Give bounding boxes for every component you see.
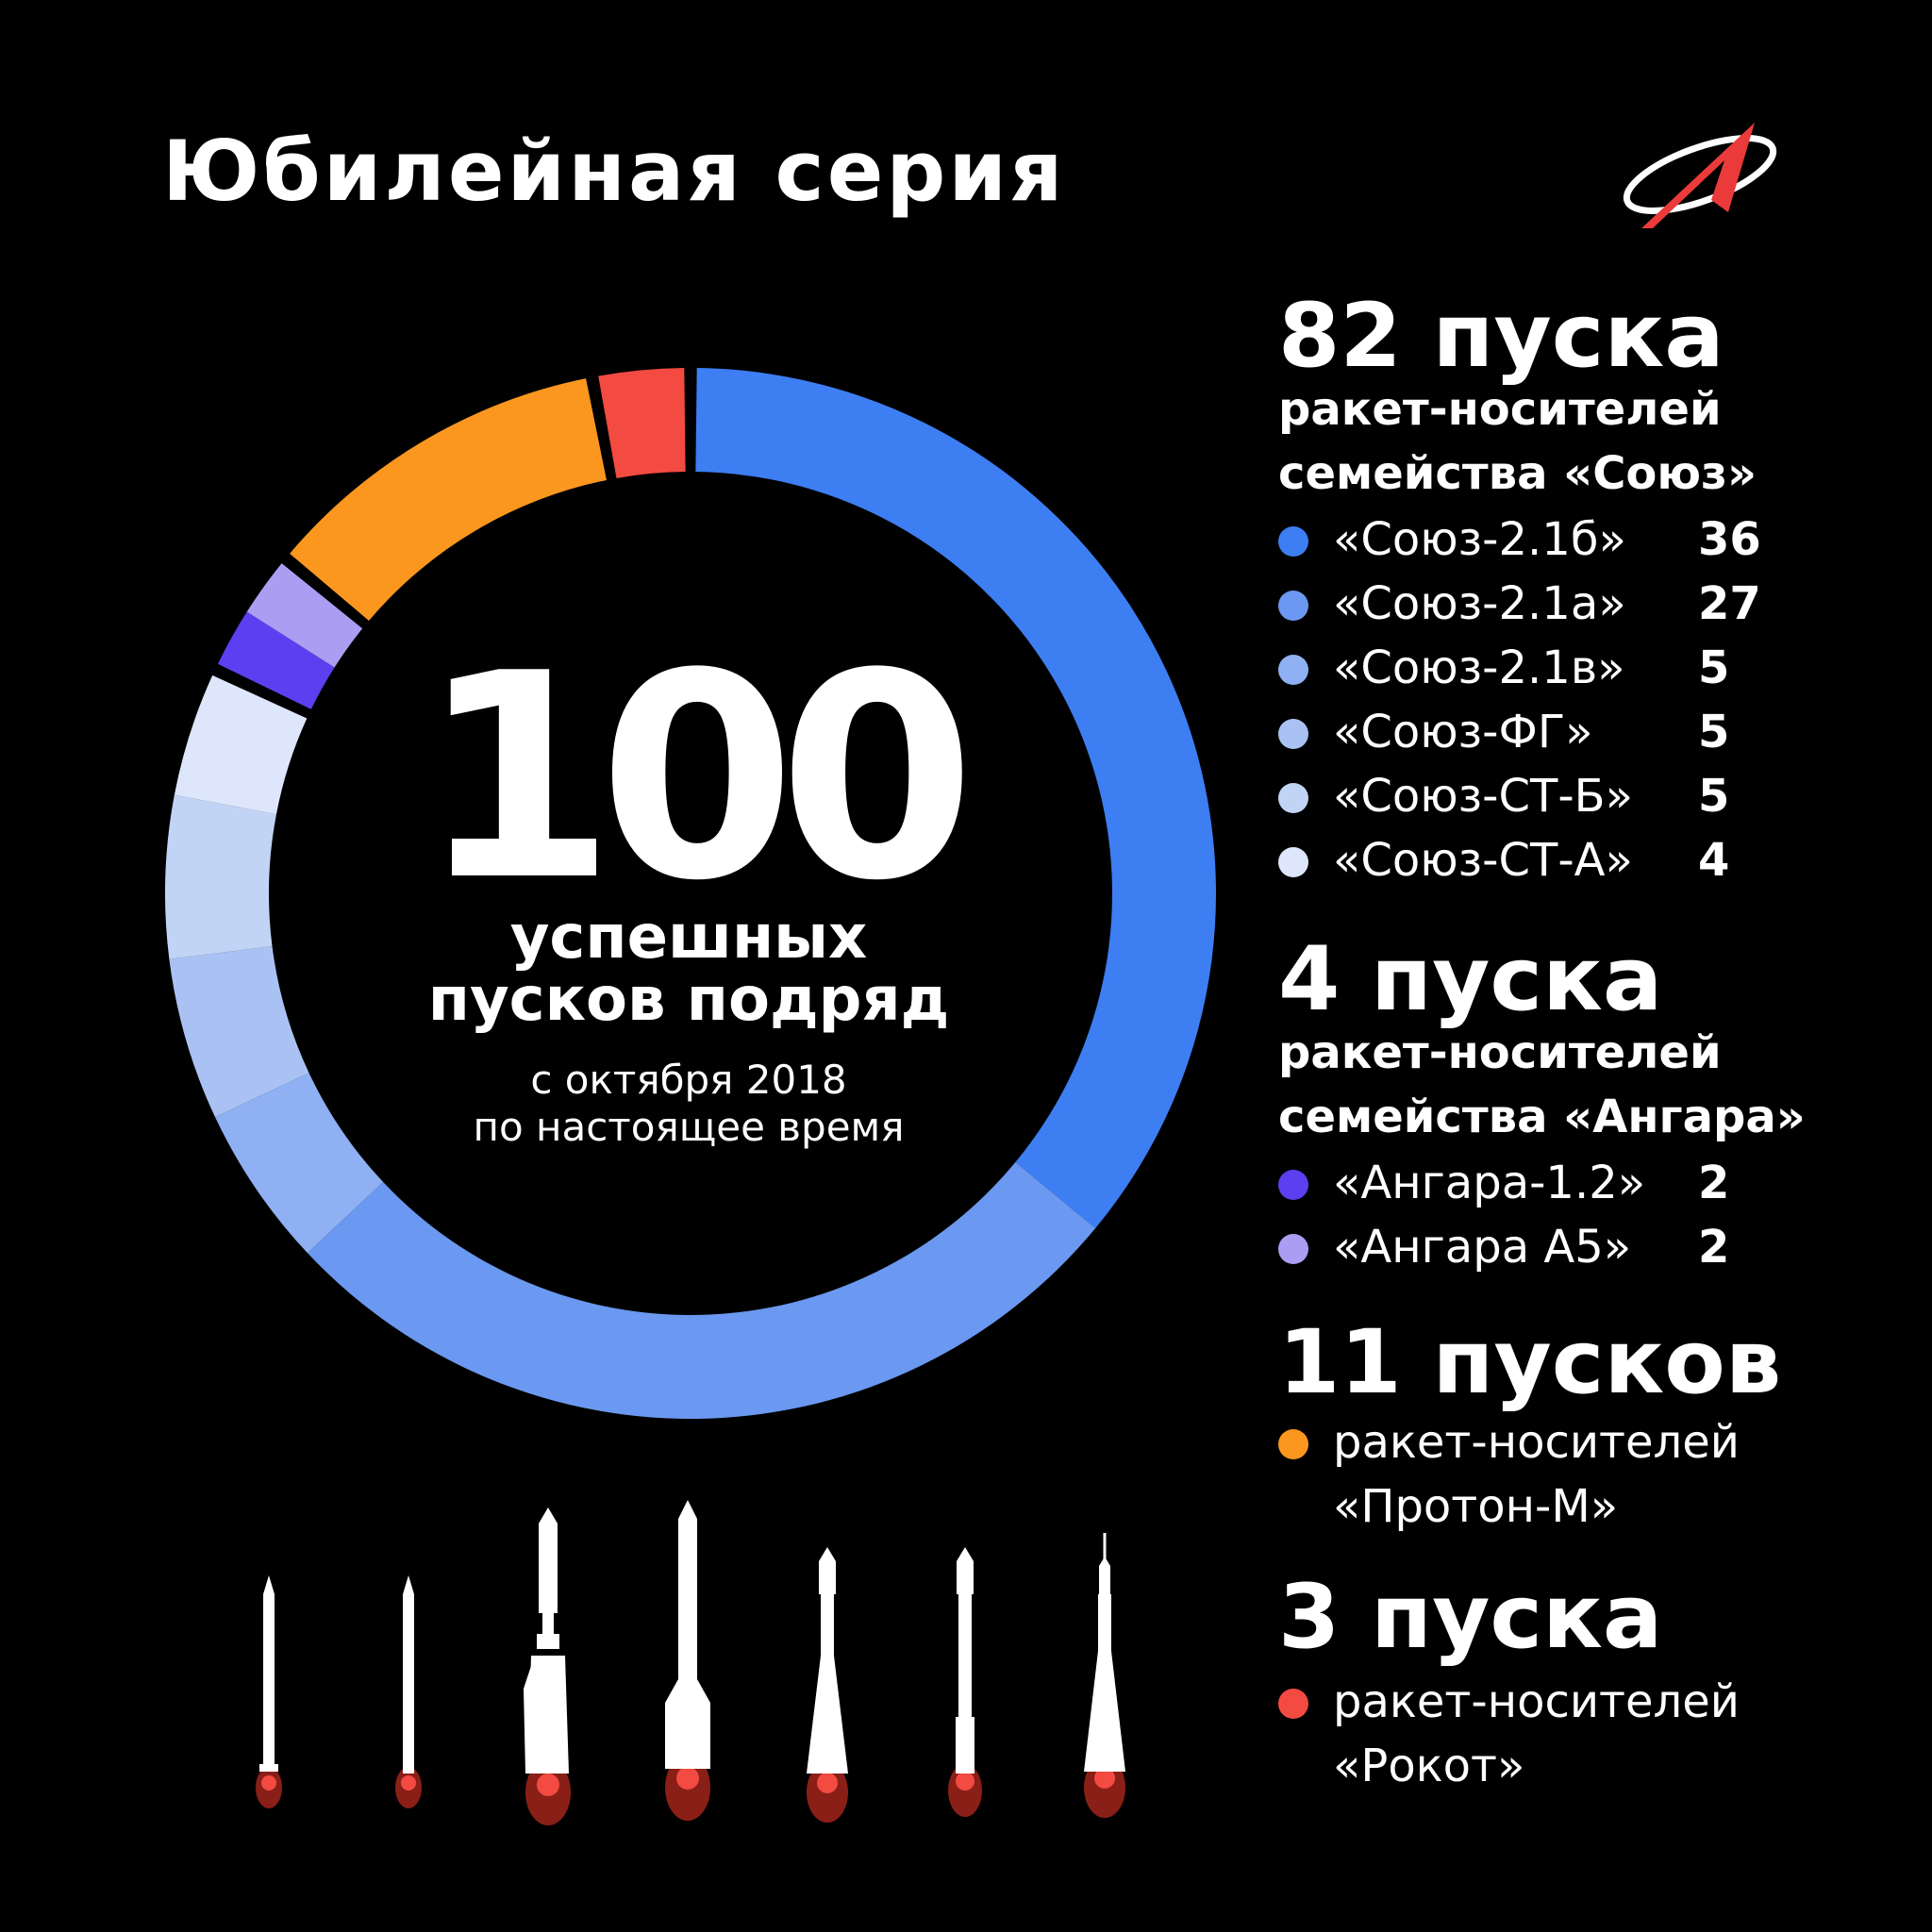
donut-slice: [307, 1161, 1096, 1419]
legend-label: «Ангара-1.2»: [1333, 1157, 1646, 1209]
center-number: 100: [418, 613, 975, 942]
angara-sub1: ракет-носителей: [1278, 1026, 1722, 1079]
donut-slice: [169, 946, 309, 1118]
legend-label: «Ангара А5»: [1333, 1221, 1632, 1274]
donut-slice: [215, 1073, 384, 1254]
legend-dot: [1278, 783, 1308, 813]
proton-name: «Протон-М»: [1333, 1480, 1619, 1533]
soyuz-headline: 82 пуска: [1278, 285, 1724, 388]
donut-slice: [217, 611, 335, 709]
rocket-icon: [807, 1547, 848, 1823]
legend-dot: [1278, 719, 1308, 749]
rocket-icon: [395, 1575, 422, 1808]
legend-value: 4: [1698, 834, 1730, 887]
angara-sub2: семейства «Ангара»: [1278, 1091, 1806, 1143]
rocket-icon: [524, 1507, 571, 1825]
donut-slice: [246, 563, 363, 668]
legend-item: «Союз-2.1в» 5: [1278, 636, 1901, 700]
roscosmos-logo: [1623, 123, 1777, 228]
legend-value: 5: [1698, 706, 1730, 758]
legend-item: «Союз-2.1б» 36: [1278, 508, 1901, 572]
center-period-line1: с октября 2018: [530, 1057, 847, 1103]
legend-item: «Союз-2.1а» 27: [1278, 572, 1901, 636]
legend-item: «Союз-СТ-Б» 5: [1278, 764, 1901, 828]
legend-label: «Союз-2.1в»: [1333, 641, 1625, 694]
legend-dot: [1278, 1170, 1308, 1200]
center-caption-line2: пусков подряд: [427, 964, 950, 1035]
rocket-icon: [256, 1575, 282, 1808]
rokot-name: «Рокот»: [1333, 1740, 1525, 1792]
angara-headline: 4 пуска: [1278, 928, 1663, 1031]
donut-slice: [174, 675, 308, 815]
legend-value: 2: [1698, 1157, 1730, 1209]
legend-item: «Союз-ФГ» 5: [1278, 700, 1901, 764]
center-caption-line1: успешных: [509, 903, 868, 973]
legend-label: «Союз-ФГ»: [1333, 706, 1593, 758]
legend-label: «Союз-2.1б»: [1333, 513, 1626, 566]
donut-slice: [290, 378, 607, 621]
proton-headline: 11 пусков: [1278, 1311, 1782, 1414]
center-caption: успешных пусков подряд: [406, 903, 972, 1035]
legend-item: «Ангара-1.2» 2: [1278, 1151, 1901, 1215]
donut-slice: [695, 368, 1216, 1229]
legend-label: «Союз-СТ-А»: [1333, 834, 1633, 887]
legend-value: 2: [1698, 1221, 1730, 1274]
legend-label: «Союз-СТ-Б»: [1333, 770, 1633, 823]
rocket-icon: [665, 1500, 710, 1821]
legend-dot: [1278, 526, 1308, 557]
legend-item: ракет-носителей: [1278, 1410, 1901, 1474]
soyuz-sub2: семейства «Союз»: [1278, 447, 1757, 500]
legend-value: 36: [1698, 513, 1761, 566]
legend-item: «Ангара А5» 2: [1278, 1215, 1901, 1279]
legend-dot: [1278, 655, 1308, 685]
legend-item: ракет-носителей: [1278, 1670, 1901, 1734]
legend-label: «Союз-2.1а»: [1333, 577, 1626, 630]
legend-value: 5: [1698, 770, 1730, 823]
rocket-icon: [948, 1547, 982, 1817]
donut-slice: [598, 368, 686, 478]
legend-dot: [1278, 847, 1308, 877]
page-title: Юбилейная серия: [162, 123, 1066, 220]
donut-slice: [164, 794, 276, 959]
legend-dot: [1278, 1234, 1308, 1264]
legend-item: «Союз-СТ-А» 4: [1278, 828, 1901, 892]
legend-dot: [1278, 1689, 1308, 1719]
legend-dot: [1278, 1429, 1308, 1459]
soyuz-sub1: ракет-носителей: [1278, 383, 1722, 436]
legend-label: ракет-носителей: [1333, 1416, 1740, 1469]
rokot-headline: 3 пуска: [1278, 1566, 1663, 1669]
rockets-illustration: [256, 1500, 1125, 1825]
legend-value: 27: [1698, 577, 1761, 630]
center-period-line2: по настоящее время: [473, 1103, 905, 1150]
center-period: с октября 2018 по настоящее время: [406, 1057, 972, 1150]
legend-value: 5: [1698, 641, 1730, 694]
legend-dot: [1278, 591, 1308, 621]
rocket-icon: [1084, 1533, 1125, 1818]
legend-label: ракет-носителей: [1333, 1675, 1740, 1728]
